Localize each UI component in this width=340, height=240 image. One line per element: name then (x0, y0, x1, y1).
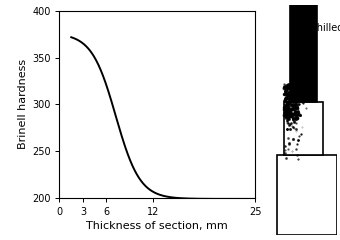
Bar (290, 5, 317, 102)
Text: Chilled: Chilled (310, 23, 340, 33)
X-axis label: Thickness of section, mm: Thickness of section, mm (86, 221, 228, 231)
Y-axis label: Brinell hardness: Brinell hardness (18, 59, 28, 150)
Bar (284, 102, 323, 155)
Bar (277, 155, 337, 235)
